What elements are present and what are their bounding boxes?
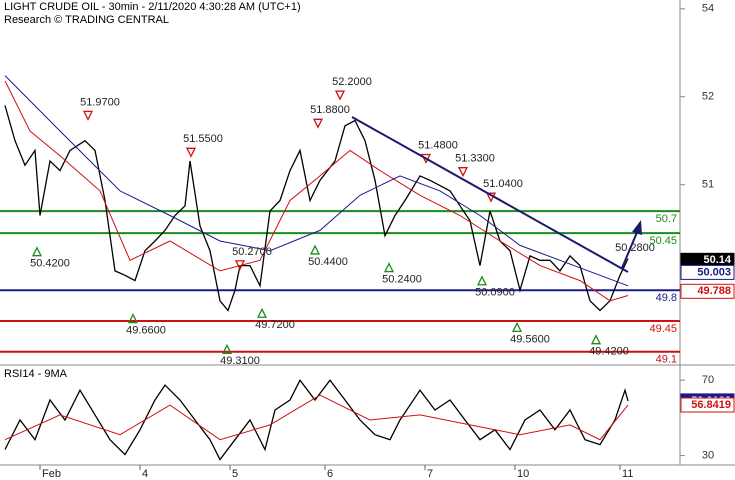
level-label: 50.45 bbox=[649, 235, 677, 247]
forecast-arrow bbox=[621, 229, 639, 269]
support-marker bbox=[511, 321, 523, 332]
annotation-label: 50.4200 bbox=[30, 258, 70, 270]
x-tick-label: 5 bbox=[232, 468, 238, 480]
level-label: 49.45 bbox=[649, 323, 677, 335]
price-tag bbox=[680, 264, 735, 280]
y-tick-label: 51 bbox=[702, 179, 714, 191]
support-marker bbox=[383, 262, 395, 273]
annotation-label: 51.9700 bbox=[80, 96, 120, 108]
resistance-marker bbox=[234, 260, 246, 271]
support-marker bbox=[590, 334, 602, 345]
level-label: 49.1 bbox=[656, 354, 677, 366]
price-tag-label: 50.003 bbox=[697, 266, 731, 278]
resistance-marker bbox=[457, 167, 469, 178]
series-line bbox=[4, 75, 629, 287]
annotation-label: 49.7200 bbox=[255, 319, 295, 331]
resistance-marker bbox=[334, 90, 346, 101]
y-tick-label: 52 bbox=[702, 91, 714, 103]
x-tick-label: 7 bbox=[427, 468, 433, 480]
annotation-label: 50.2700 bbox=[232, 246, 272, 258]
support-marker bbox=[256, 307, 268, 318]
chart-subtitle: Research © TRADING CENTRAL bbox=[4, 14, 169, 26]
annotation-label: 51.5500 bbox=[183, 133, 223, 145]
resistance-marker bbox=[185, 147, 197, 158]
y-tick-label: 70 bbox=[702, 374, 714, 386]
resistance-marker bbox=[312, 118, 324, 129]
rsi-title: RSI14 - 9MA bbox=[4, 368, 68, 380]
x-tick-label: 6 bbox=[327, 468, 333, 480]
price-tag bbox=[680, 397, 735, 413]
level-label: 50.7 bbox=[656, 213, 677, 225]
arrow-head bbox=[632, 220, 642, 235]
series-line bbox=[4, 80, 629, 302]
x-tick-label: 10 bbox=[517, 468, 529, 480]
x-tick-label: 4 bbox=[142, 468, 148, 480]
price-tag bbox=[680, 283, 735, 299]
support-marker bbox=[127, 313, 139, 324]
price-tag-label: 56.8419 bbox=[691, 399, 731, 411]
y-tick-label: 54 bbox=[702, 3, 714, 15]
target-label: 50.2800 bbox=[615, 242, 655, 254]
support-marker bbox=[476, 275, 488, 286]
series-line bbox=[4, 105, 629, 312]
series-line bbox=[4, 378, 629, 461]
annotation-label: 51.0400 bbox=[483, 178, 523, 190]
trend-line bbox=[351, 116, 629, 273]
price-tag-label: 49.788 bbox=[697, 285, 731, 297]
x-tick-label: Feb bbox=[42, 468, 61, 480]
y-tick-label: 30 bbox=[702, 449, 714, 461]
support-marker bbox=[31, 246, 43, 257]
price-tag-label: 50.14 bbox=[703, 254, 731, 266]
chart-title: LIGHT CRUDE OIL - 30min - 2/11/2020 4:30… bbox=[4, 1, 301, 13]
annotation-label: 49.4200 bbox=[589, 346, 629, 358]
support-marker bbox=[309, 244, 321, 255]
annotation-label: 51.8800 bbox=[310, 104, 350, 116]
x-tick-label: 11 bbox=[622, 468, 633, 480]
annotation-label: 51.4800 bbox=[418, 139, 458, 151]
annotation-label: 49.3100 bbox=[220, 355, 260, 367]
annotation-label: 50.0900 bbox=[475, 287, 515, 299]
level-label: 49.8 bbox=[656, 292, 677, 304]
resistance-marker bbox=[82, 110, 94, 121]
annotation-label: 51.3300 bbox=[455, 153, 495, 165]
support-marker bbox=[221, 343, 233, 354]
annotation-label: 50.2400 bbox=[382, 273, 422, 285]
annotation-label: 49.6600 bbox=[126, 324, 166, 336]
price-panel: 54525150.750.4549.849.4549.151.970051.55… bbox=[0, 3, 735, 480]
annotation-label: 52.2000 bbox=[332, 76, 372, 88]
annotation-label: 49.5600 bbox=[510, 333, 550, 345]
series-line bbox=[4, 394, 629, 441]
annotation-label: 50.4400 bbox=[308, 256, 348, 268]
